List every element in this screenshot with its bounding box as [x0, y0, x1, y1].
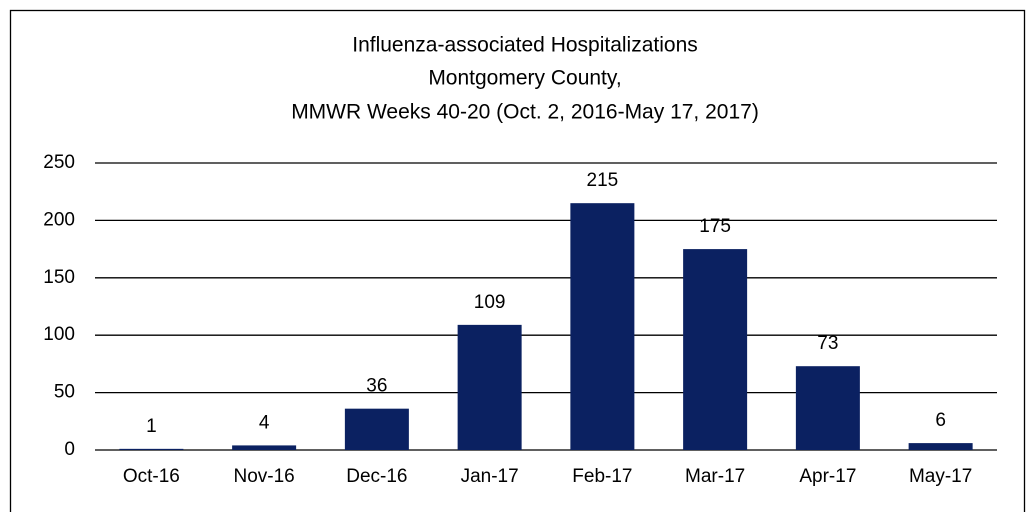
x-tick-label: Dec-16	[346, 466, 407, 487]
bar	[457, 324, 522, 450]
bar	[570, 203, 635, 450]
bar	[683, 249, 748, 450]
y-tick-label: 50	[54, 382, 75, 403]
data-label: 6	[935, 410, 946, 431]
data-label: 215	[587, 170, 619, 191]
bar	[795, 366, 860, 450]
bar	[344, 408, 409, 450]
bar	[908, 443, 973, 450]
bar	[119, 448, 184, 450]
data-label: 1	[146, 416, 157, 437]
x-tick-label: Apr-17	[799, 466, 856, 487]
x-tick-label: Mar-17	[685, 466, 745, 487]
x-tick-label: Nov-16	[234, 466, 295, 487]
chart-title: Influenza-associated Hospitalizations	[352, 34, 698, 57]
y-tick-label: 200	[43, 209, 75, 230]
y-tick-label: 0	[64, 439, 75, 460]
x-tick-label: Jan-17	[461, 466, 519, 487]
y-tick-label: 100	[43, 324, 75, 345]
data-label: 36	[366, 376, 387, 397]
y-tick-label: 150	[43, 267, 75, 288]
x-tick-label: Oct-16	[123, 466, 180, 487]
data-label: 4	[259, 412, 270, 433]
data-label: 73	[817, 333, 838, 354]
x-tick-label: Feb-17	[572, 466, 632, 487]
x-tick-label: May-17	[909, 466, 972, 487]
chart-title: Montgomery County,	[428, 67, 621, 90]
bar	[232, 445, 297, 450]
data-label: 109	[474, 292, 506, 313]
y-tick-label: 250	[43, 152, 75, 173]
data-label: 175	[699, 216, 731, 237]
chart-title: MMWR Weeks 40-20 (Oct. 2, 2016-May 17, 2…	[291, 101, 759, 124]
